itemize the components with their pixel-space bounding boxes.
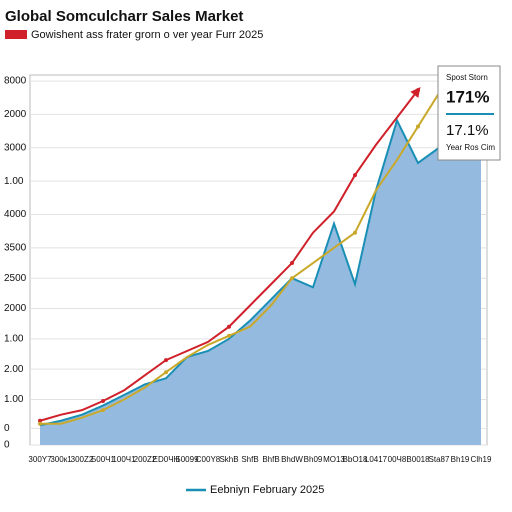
callout: Spost Storn 171% 17.1% Year Ros Cim <box>437 65 501 161</box>
point <box>353 230 357 235</box>
legend-swatch <box>5 30 27 39</box>
point <box>290 276 294 281</box>
y-tick-label: 2500 <box>4 273 27 284</box>
x-tick-label: 00Ч8 <box>388 455 407 464</box>
x-tick-label: 200Z2 <box>134 455 157 464</box>
x-tick-label: SkhB <box>219 455 238 464</box>
callout-second: 17.1% <box>446 122 489 139</box>
x-tick-label: MO13 <box>323 455 345 464</box>
point <box>164 370 168 375</box>
x-tick-label: BbO18 <box>343 455 368 464</box>
y-tick-label: 2000 <box>4 109 27 120</box>
legend-label: Gowishent ass frater grorn o ver year Fu… <box>31 29 263 41</box>
point <box>290 261 294 266</box>
point <box>416 124 420 129</box>
x-tick-label: 300Z2 <box>71 455 94 464</box>
y-tick-label: 3500 <box>4 243 27 254</box>
callout-big: 171% <box>446 87 489 106</box>
point <box>164 358 168 363</box>
x-tick-label: C00Y8 <box>196 455 221 464</box>
x-tick-label: Clh19 <box>471 455 492 464</box>
point <box>227 324 231 329</box>
y-tick-label: 8000 <box>4 76 27 87</box>
x-tick-label: Б00Ч1 <box>91 455 115 464</box>
callout-caption: Year Ros Cim <box>446 143 495 152</box>
callout-title: Spost Storn <box>446 73 488 82</box>
point <box>227 333 231 338</box>
x-tick-label: BhfB <box>262 455 279 464</box>
x-tick-label: ShfB <box>241 455 258 464</box>
y-tick-label: 2.00 <box>4 364 24 375</box>
y-tick-label: 1.00 <box>4 333 24 344</box>
x-tick-label: Sta87 <box>429 455 450 464</box>
x-tick-label: Bh19 <box>451 455 470 464</box>
point <box>353 173 357 178</box>
x-tick-label: L0417 <box>365 455 388 464</box>
y-tick-label: 1.00 <box>4 176 24 187</box>
point <box>416 88 420 93</box>
point <box>38 418 42 423</box>
x-tick-label: 300Y7 <box>28 455 52 464</box>
y-tick-label: 1.00 <box>4 394 24 405</box>
chart-title: Global Somculcharr Sales Market <box>5 8 243 25</box>
line <box>40 92 440 425</box>
y-tick-label: 2000 <box>4 303 27 314</box>
y-tick-label: 4000 <box>4 209 27 220</box>
x-tick-label: 100Ч1 <box>112 455 136 464</box>
y-tick-label: 0 <box>4 440 10 451</box>
point <box>38 421 42 426</box>
area <box>40 120 481 445</box>
x-tick-label: ED0ЧН <box>153 455 180 464</box>
x-tick-label: Б0099 <box>175 455 199 464</box>
x-tick-label: 300к1 <box>50 455 72 464</box>
legend-label: Eebniyn February 2025 <box>210 484 324 496</box>
y-tick-label: 3000 <box>4 142 27 153</box>
point <box>101 399 105 404</box>
x-tick-label: B0018 <box>406 455 430 464</box>
point <box>101 408 105 413</box>
x-tick-label: BhdW <box>281 455 303 464</box>
x-tick-label: Bh09 <box>304 455 323 464</box>
y-tick-label: 0 <box>4 423 10 434</box>
